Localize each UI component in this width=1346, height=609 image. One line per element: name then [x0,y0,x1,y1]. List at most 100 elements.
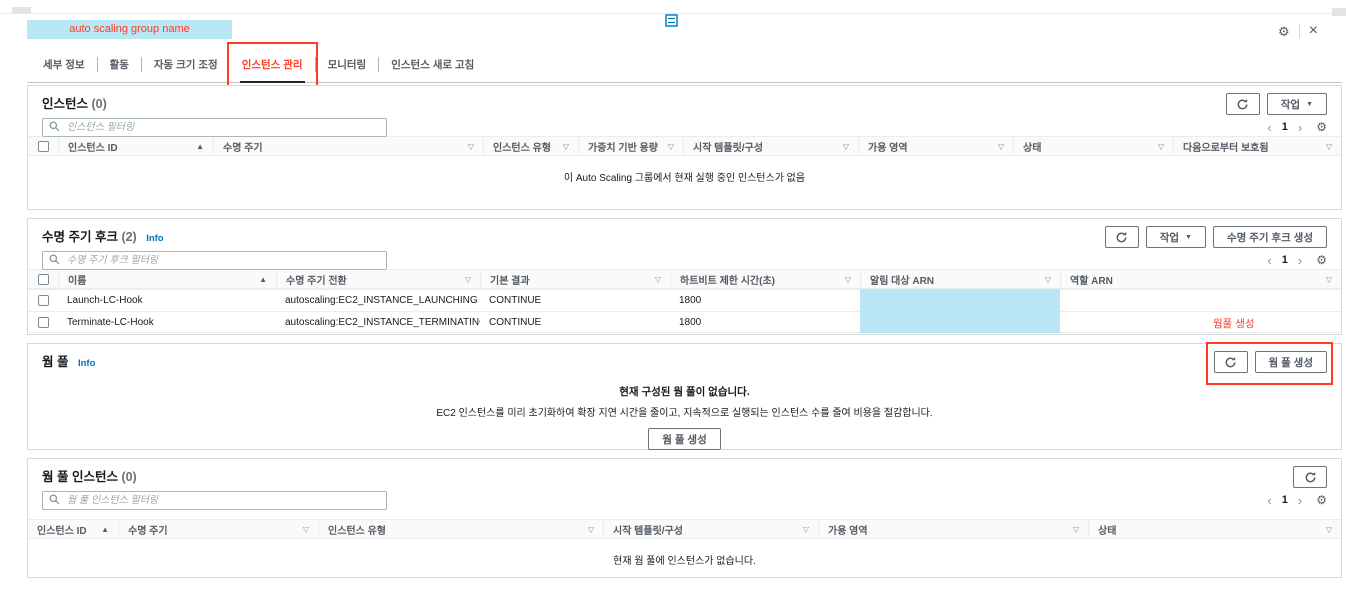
select-all-checkbox[interactable] [37,273,49,285]
column-lifecycle[interactable]: 수명 주기 ▽ [213,137,483,155]
lifecycle-hooks-table-header: 이름 ▲ 수명 주기 전환 ▽ 기본 결과 ▽ 하트비트 제한 시간(초) ▽ … [28,269,1341,289]
warm-pool-refresh-button[interactable] [1213,351,1248,373]
filter-icon[interactable]: ▽ [844,274,851,284]
table-settings-gear-icon[interactable]: ⚙ [1316,253,1327,267]
warm-pool-instances-pagination: ‹ 1 › ⚙ [1267,493,1327,507]
column-instance-type[interactable]: 인스턴스 유형 ▽ [483,137,578,155]
tab-details[interactable]: 세부 정보 [43,59,85,71]
warm-pool-empty-state: 현재 구성된 웜 풀이 없습니다. EC2 인스턴스를 미리 초기화하여 확장 … [28,384,1341,450]
lifecycle-hooks-refresh-button[interactable] [1104,226,1139,248]
instances-actions-button[interactable]: 작업 ▼ [1266,93,1327,115]
create-warm-pool-button[interactable]: 웜 풀 생성 [1254,351,1327,373]
top-divider [0,13,1346,14]
filter-icon[interactable]: ▽ [667,141,674,151]
filter-icon[interactable]: ▽ [1325,524,1332,534]
tab-activity[interactable]: 활동 [109,59,129,71]
header-separator [1298,24,1300,38]
filter-icon[interactable]: ▽ [562,141,569,151]
next-page-icon[interactable]: › [1297,492,1303,508]
filter-icon[interactable]: ▽ [587,524,594,534]
column-notification-target-arn[interactable]: 알림 대상 ARN ▽ [860,270,1060,288]
column-status[interactable]: 상태 ▽ [1013,137,1173,155]
prev-page-icon[interactable]: ‹ [1267,119,1272,135]
tab-bar: 세부 정보 활동 자동 크기 조정 인스턴스 관리 인스턴스 관리로 접근 모니… [27,42,1342,102]
filter-icon[interactable]: ▽ [997,141,1004,151]
row-checkbox[interactable] [37,295,49,306]
info-link[interactable]: Info [146,233,164,244]
warm-pool-instances-refresh-button[interactable] [1293,466,1327,488]
table-settings-gear-icon[interactable]: ⚙ [1316,493,1327,507]
column-instance-id[interactable]: 인스턴스 ID ▲ [37,524,109,537]
annotation-arn-highlight [860,289,1060,333]
filter-icon[interactable]: ▽ [842,141,849,151]
filter-icon[interactable]: ▽ [1157,141,1164,151]
instances-refresh-button[interactable] [1225,93,1260,115]
create-warm-pool-empty-button[interactable]: 웜 풀 생성 [648,428,721,450]
page-number[interactable]: 1 [1281,494,1288,506]
tab-instance-management[interactable]: 인스턴스 관리 인스턴스 관리로 접근 [226,42,319,102]
filter-icon[interactable]: ▽ [302,524,309,534]
filter-icon[interactable]: ▽ [464,274,471,284]
column-instance-id[interactable]: 인스턴스 ID ▲ [58,137,213,155]
column-availability-zone[interactable]: 가용 영역 ▽ [858,137,1013,155]
refresh-icon [1116,231,1127,242]
column-protected-from[interactable]: 다음으로부터 보호됨 ▽ [1173,137,1341,155]
column-instance-type[interactable]: 인스턴스 유형 ▽ [318,520,603,538]
column-name[interactable]: 이름 ▲ [58,270,276,288]
tab-instance-refresh[interactable]: 인스턴스 새로 고침 [391,59,475,71]
warm-pool-instances-filter-input[interactable] [42,491,387,510]
search-icon [49,494,60,505]
filter-icon[interactable]: ▽ [802,524,809,534]
select-all-checkbox[interactable] [37,140,49,152]
column-lifecycle-transition[interactable]: 수명 주기 전환 ▽ [276,270,480,288]
prev-page-icon[interactable]: ‹ [1267,252,1272,268]
sort-asc-icon: ▲ [101,524,109,534]
table-row[interactable]: Terminate-LC-Hook autoscaling:EC2_INSTAN… [28,311,1341,333]
column-default-result[interactable]: 기본 결과 ▽ [480,270,670,288]
search-icon [49,254,60,265]
filter-icon[interactable]: ▽ [1325,274,1332,284]
tab-divider [378,57,380,72]
page-number[interactable]: 1 [1281,254,1288,266]
settings-gear-icon[interactable]: ⚙ [1278,23,1290,39]
filter-icon[interactable]: ▽ [1044,274,1051,284]
close-icon[interactable]: × [1308,22,1318,39]
column-launch-template[interactable]: 시작 템플릿/구성 ▽ [603,520,818,538]
page-number[interactable]: 1 [1281,121,1288,133]
hook-heartbeat-timeout: 1800 [679,316,702,328]
prev-page-icon[interactable]: ‹ [1267,492,1272,508]
lifecycle-hooks-card: 수명 주기 후크 (2) Info 작업 ▼ 수명 주기 [27,218,1342,335]
hook-name: Terminate-LC-Hook [67,316,154,328]
filter-icon[interactable]: ▽ [654,274,661,284]
instances-filter-input[interactable] [42,118,387,137]
lifecycle-hooks-title: 수명 주기 후크 (2) Info [42,230,164,244]
filter-icon[interactable]: ▽ [1072,524,1079,534]
tab-automatic-scaling[interactable]: 자동 크기 조정 [153,59,218,71]
create-lifecycle-hook-button[interactable]: 수명 주기 후크 생성 [1212,226,1327,248]
hook-default-result: CONTINUE [489,295,542,306]
column-role-arn[interactable]: 역할 ARN ▽ [1060,270,1341,288]
row-checkbox[interactable] [37,316,49,328]
warm-pool-instances-card: 웜 풀 인스턴스 (0) [27,458,1342,578]
column-launch-template[interactable]: 시작 템플릿/구성 ▽ [683,137,858,155]
column-lifecycle[interactable]: 수명 주기 ▽ [118,520,318,538]
filter-icon[interactable]: ▽ [467,141,474,151]
warm-pool-empty-description: EC2 인스턴스를 미리 초기화하여 확장 지연 시간을 줄이고, 지속적으로 … [436,408,933,419]
warm-pool-instances-empty-message: 현재 웜 풀에 인스턴스가 없습니다. [613,556,756,567]
tab-monitoring[interactable]: 모니터링 [327,59,367,71]
table-row[interactable]: Launch-LC-Hook autoscaling:EC2_INSTANCE_… [28,289,1341,311]
column-availability-zone[interactable]: 가용 영역 ▽ [818,520,1088,538]
lifecycle-hooks-actions-button[interactable]: 작업 ▼ [1145,226,1206,248]
column-weighted-capacity[interactable]: 가중치 기반 용량 ▽ [578,137,683,155]
info-link[interactable]: Info [77,358,96,369]
filter-icon[interactable]: ▽ [1325,141,1332,151]
next-page-icon[interactable]: › [1297,119,1303,135]
column-heartbeat-timeout[interactable]: 하트비트 제한 시간(초) ▽ [670,270,860,288]
next-page-icon[interactable]: › [1297,252,1303,268]
column-status[interactable]: 상태 ▽ [1088,520,1341,538]
lifecycle-hooks-filter-input[interactable] [42,251,387,270]
tab-divider [140,57,142,72]
split-panel-icon[interactable] [665,14,678,27]
table-settings-gear-icon[interactable]: ⚙ [1316,120,1327,134]
